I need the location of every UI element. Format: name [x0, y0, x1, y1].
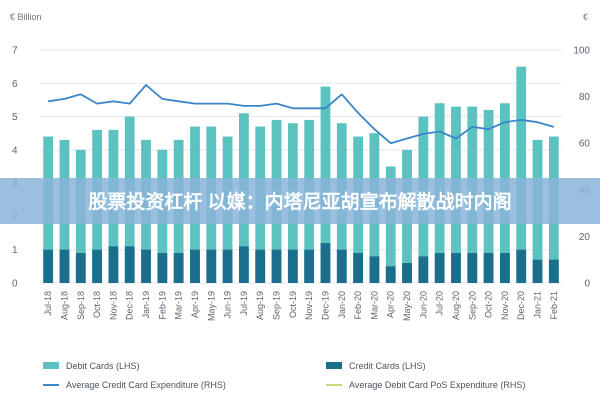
credit-bar: [75, 253, 86, 283]
x-tick-label: Nov-18: [108, 291, 118, 320]
legend: Debit Cards (LHS) Credit Cards (LHS) Ave…: [43, 361, 525, 390]
credit-bar: [92, 249, 102, 283]
x-tick-label: Jan-19: [141, 291, 151, 319]
credit-bar: [320, 243, 331, 283]
x-tick-label: Dec-20: [516, 291, 526, 320]
credit-bar: [157, 253, 168, 283]
x-tick-label: Jul-18: [43, 291, 53, 316]
x-tick-label: Nov-19: [304, 291, 314, 320]
credit-bar: [483, 253, 494, 283]
right-tick-label: 20: [579, 232, 591, 243]
credit-bar: [222, 249, 233, 283]
x-tick-label: May-19: [206, 291, 216, 321]
right-axis-unit: €: [583, 12, 588, 22]
x-tick-label: Apr-20: [386, 291, 396, 318]
x-tick-label: May-20: [402, 291, 412, 321]
credit-bar: [500, 253, 510, 283]
credit-bar: [434, 253, 445, 283]
x-tick-label: Jan-21: [533, 291, 543, 319]
left-axis-unit: € Billion: [10, 12, 42, 22]
x-tick-label: Dec-19: [320, 291, 330, 320]
legend-label-debit: Debit Cards (LHS): [66, 361, 140, 371]
x-tick-label: Aug-18: [59, 291, 69, 320]
credit-bar: [43, 249, 54, 283]
legend-swatch-credit: [326, 362, 342, 369]
x-tick-label: Oct-18: [92, 291, 102, 318]
left-tick-label: 0: [12, 279, 18, 290]
right-tick-label: 60: [579, 139, 591, 150]
x-tick-label: Jun-20: [418, 291, 428, 319]
x-tick-label: Sep-19: [272, 291, 282, 320]
bar-series: [43, 66, 559, 284]
credit-bar: [190, 249, 200, 283]
credit-bar: [271, 249, 282, 283]
credit-bar: [173, 253, 184, 283]
credit-bar: [287, 249, 298, 283]
credit-bar: [451, 253, 461, 283]
debit-bar: [516, 66, 527, 284]
credit-bar: [402, 263, 412, 283]
right-tick-label: 80: [579, 92, 591, 103]
x-tick-label: Aug-20: [451, 291, 461, 320]
x-tick-label: Jan-20: [337, 291, 347, 319]
x-tick-label: Dec-18: [125, 291, 135, 320]
x-tick-label: Jul-20: [435, 291, 445, 316]
x-tick-label: Jul-19: [239, 291, 249, 316]
x-tick-label: Mar-19: [174, 291, 184, 320]
x-tick-label: Mar-20: [369, 291, 379, 320]
x-tick-label: Aug-19: [255, 291, 265, 320]
avg-credit-expenditure-line: [48, 84, 555, 145]
credit-bar: [548, 259, 559, 283]
x-tick-label: Feb-20: [353, 291, 363, 320]
x-tick-label: Nov-20: [500, 291, 510, 320]
x-tick-label: Jun-19: [223, 291, 233, 319]
banner-background: [0, 178, 600, 224]
x-tick-label: Feb-19: [157, 291, 167, 320]
credit-bar: [418, 256, 429, 283]
credit-bar: [124, 246, 135, 283]
credit-bar: [141, 249, 151, 283]
credit-bar: [336, 249, 347, 283]
left-tick-label: 1: [12, 245, 18, 256]
x-tick-label: Apr-19: [190, 291, 200, 318]
banner-text: 股票投资杠杆 以媒：内塔尼亚胡宣布解散战时内阁: [88, 190, 511, 213]
credit-bar: [353, 253, 363, 283]
credit-bar: [385, 266, 396, 283]
right-tick-label: 0: [584, 279, 590, 290]
legend-label-avg-debit: Average Debit Card PoS Expenditure (RHS): [349, 380, 525, 390]
line-series: [48, 84, 555, 145]
left-tick-label: 7: [12, 46, 18, 57]
debit-bar: [385, 166, 396, 283]
x-tick-label: Feb-21: [549, 291, 559, 320]
left-tick-label: 6: [12, 79, 18, 90]
right-tick-label: 100: [573, 46, 590, 57]
legend-swatch-debit: [43, 362, 59, 369]
credit-bar: [304, 249, 315, 283]
left-tick-label: 4: [12, 145, 18, 156]
overlay-banner: 股票投资杠杆 以媒：内塔尼亚胡宣布解散战时内阁: [0, 178, 600, 224]
x-tick-label: Oct-19: [288, 291, 298, 318]
left-tick-label: 5: [12, 112, 18, 123]
x-tick-label: Sep-18: [76, 291, 86, 320]
legend-label-credit: Credit Cards (LHS): [349, 361, 426, 371]
credit-bar: [255, 249, 266, 283]
credit-bar: [239, 246, 249, 283]
credit-bar: [532, 259, 543, 283]
credit-bar: [516, 249, 527, 283]
credit-bar: [108, 246, 119, 283]
x-tick-label: Sep-20: [467, 291, 477, 320]
legend-label-avg-credit: Average Credit Card Expenditure (RHS): [66, 380, 226, 390]
credit-bar: [59, 249, 70, 283]
credit-bar: [369, 256, 380, 283]
credit-bar: [206, 249, 217, 283]
credit-bar: [467, 253, 478, 283]
x-tick-label: Oct-20: [484, 291, 494, 318]
